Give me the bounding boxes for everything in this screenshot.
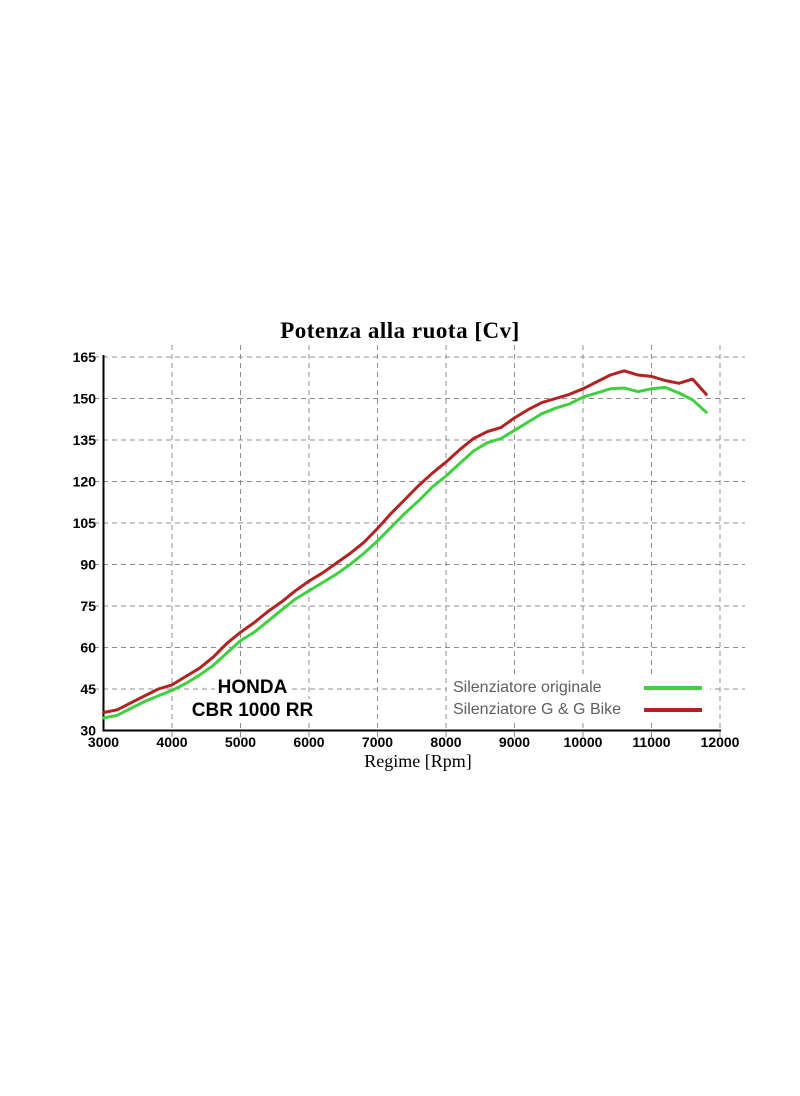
y-tick-label: 30 [80,723,96,739]
x-tick-label: 9000 [499,734,530,750]
legend-item-originale: Silenziatore originale [447,677,710,699]
x-tick-label: 7000 [362,734,393,750]
y-tick-label: 165 [73,349,97,365]
series-line-gg-bike [102,369,708,714]
y-tick-label: 135 [73,432,97,448]
y-tick-label: 45 [80,681,96,697]
chart-title: Potenza alla ruota [Cv] [280,318,520,343]
legend-label-originale: Silenziatore originale [453,679,602,696]
bike-model-label: CBR 1000 RR [188,699,317,722]
bike-make-label: HONDA [214,676,291,699]
y-tick-label: 75 [80,598,96,614]
y-tick-label: 90 [80,557,96,573]
x-tick-label: 6000 [293,734,324,750]
legend-item-gg-bike: Silenziatore G & G Bike [447,699,710,721]
x-tick-label: 4000 [156,734,187,750]
x-axis-title: Regime [Rpm] [364,751,472,771]
x-tick-label: 10000 [564,734,603,750]
y-tick-label: 105 [73,515,97,531]
y-tick-label: 150 [73,391,97,407]
x-tick-label: 5000 [225,734,256,750]
bike-model-annotation: HONDA CBR 1000 RR [160,676,345,722]
x-tick-label: 3000 [88,734,119,750]
legend-swatch-green-line [644,686,702,690]
y-tick-label: 120 [73,474,97,490]
legend-label-gg-bike: Silenziatore G & G Bike [453,701,622,718]
series-line-originale [102,385,708,720]
x-tick-label: 11000 [632,734,670,750]
y-tick-label: 60 [80,640,96,656]
x-tick-label: 8000 [430,734,461,750]
legend: Silenziatore originale Silenziatore G & … [447,677,710,721]
legend-swatch-red-line [644,708,702,712]
x-tick-label: 12000 [701,734,740,750]
